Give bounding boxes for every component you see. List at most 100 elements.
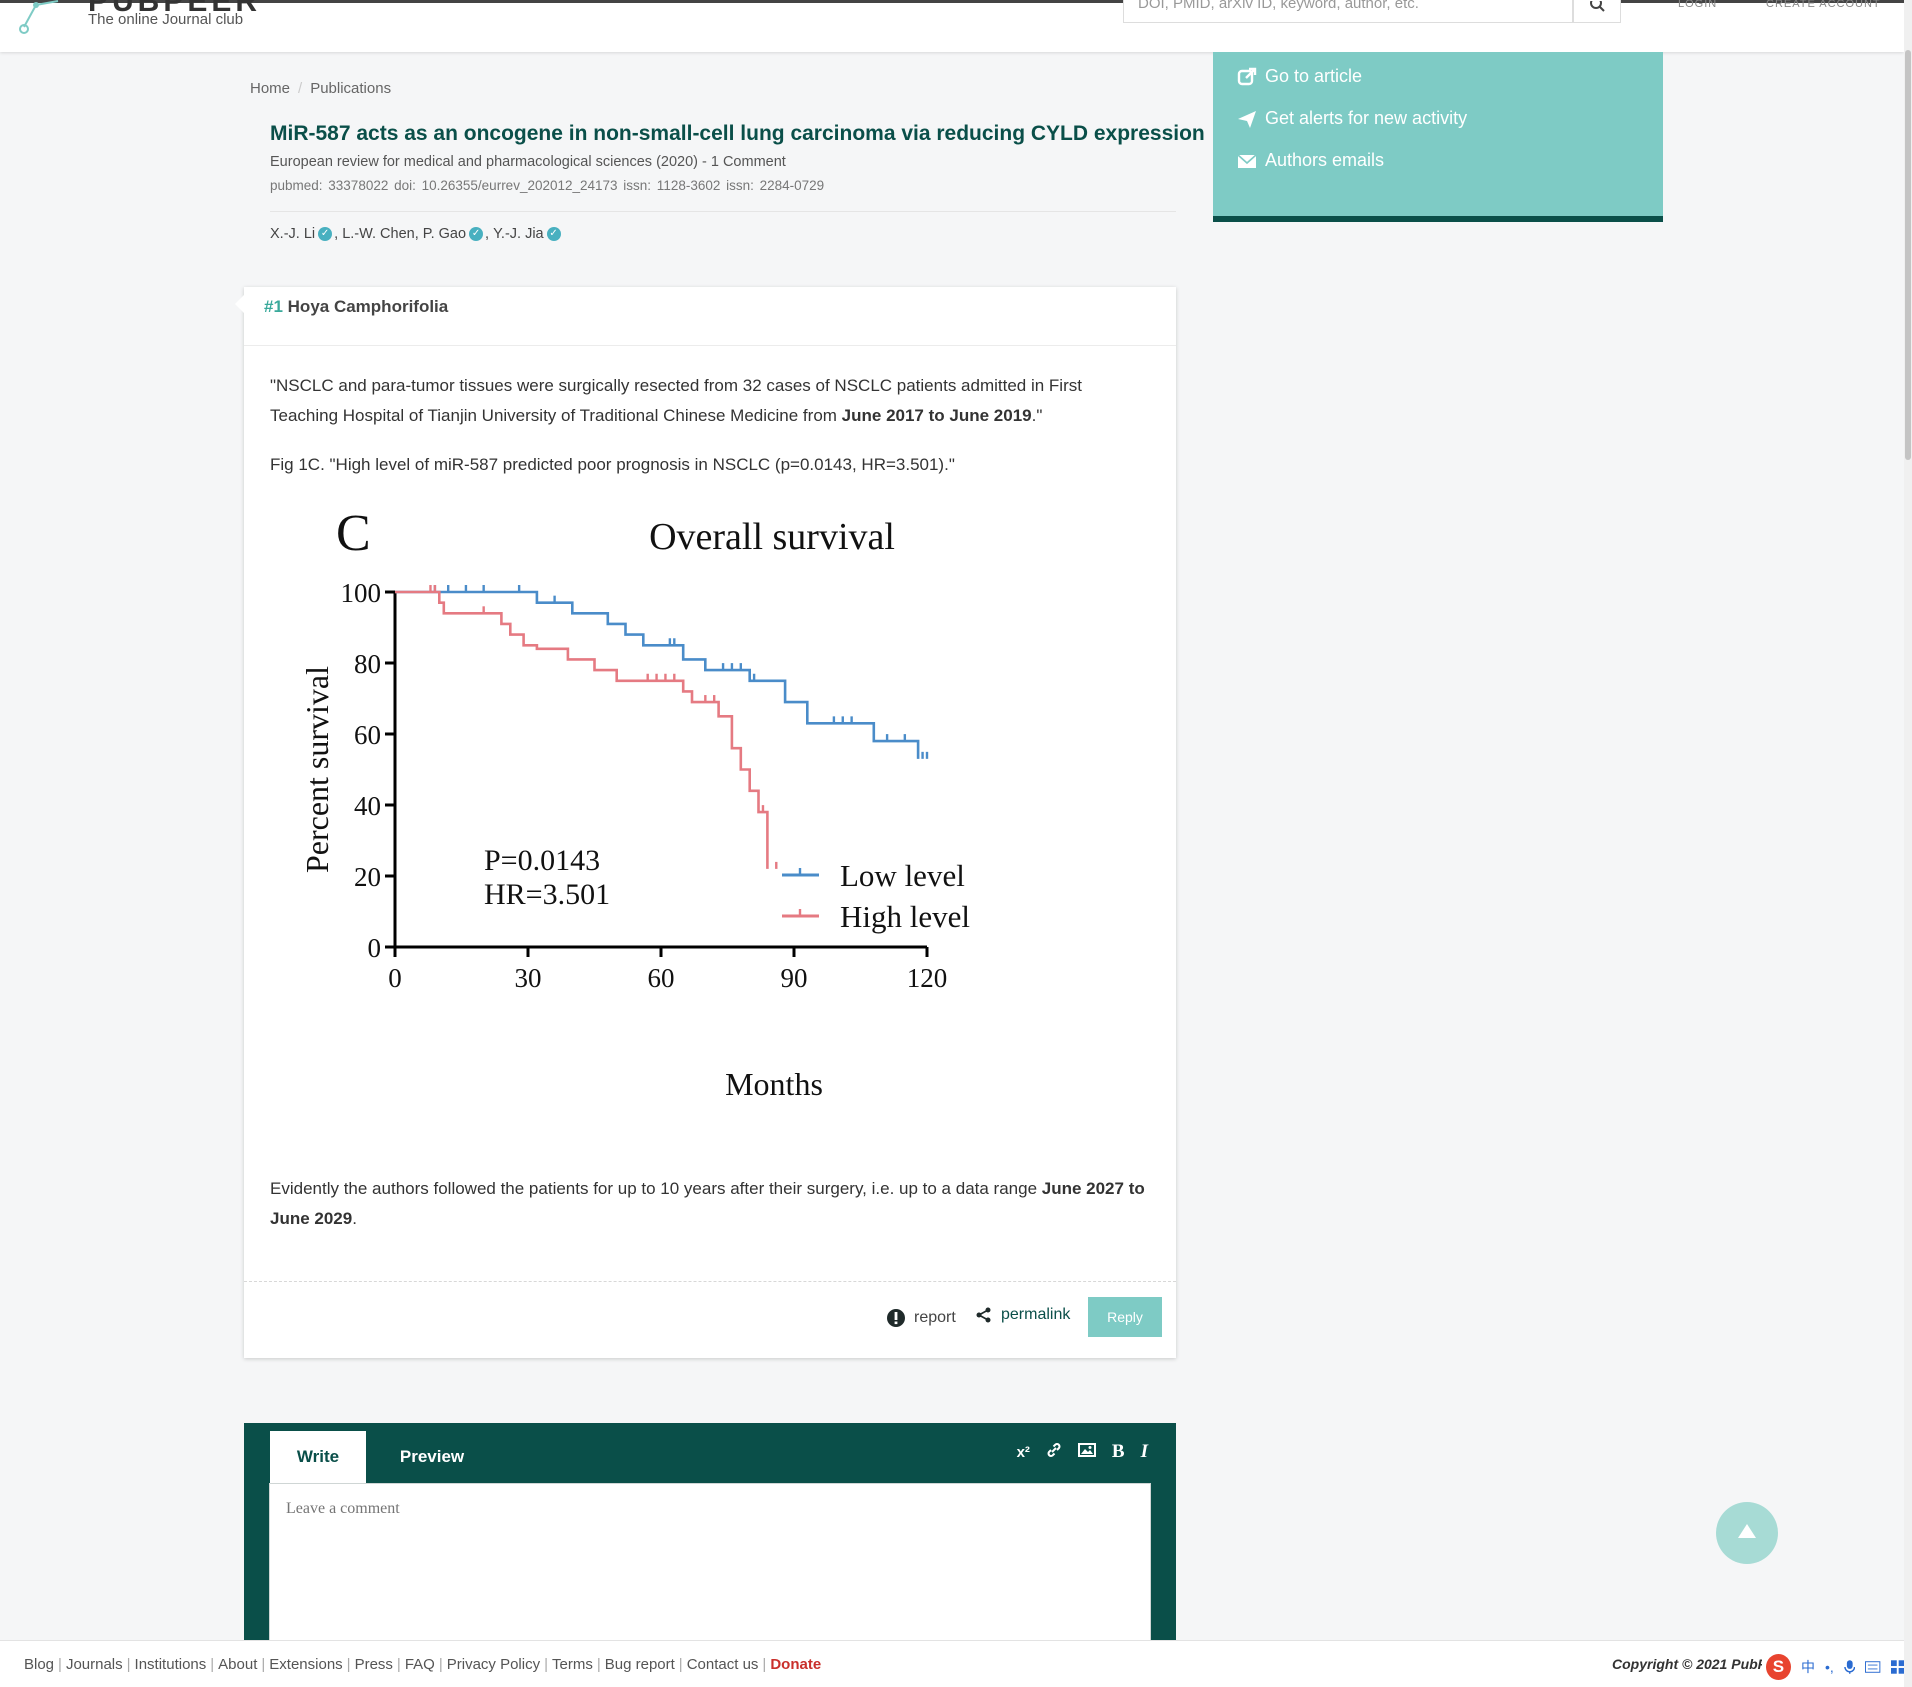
- bold-button[interactable]: B: [1111, 1441, 1125, 1462]
- search-input[interactable]: DOI, PMID, arXiv ID, keyword, author, et…: [1123, 0, 1573, 23]
- brand-name[interactable]: PUBPEER: [88, 0, 262, 18]
- footer-link-blog[interactable]: Blog: [24, 1656, 55, 1673]
- ime-punctuation-icon[interactable]: •,: [1824, 1659, 1834, 1675]
- ime-toolbar[interactable]: S 中 •,: [1762, 1652, 1904, 1682]
- footer-separator: |: [346, 1656, 351, 1673]
- footer-link-bug-report[interactable]: Bug report: [604, 1656, 675, 1673]
- go-to-article-link[interactable]: Go to article: [1237, 66, 1362, 87]
- paper-plane-icon: [1238, 110, 1256, 128]
- footer-link-donate[interactable]: Donate: [770, 1656, 822, 1673]
- microphone-icon[interactable]: [1843, 1659, 1856, 1675]
- footer-link-terms[interactable]: Terms: [552, 1656, 593, 1673]
- author-list: X.-J. Li ✓ , L.-W. Chen, P. Gao ✓ , Y.-J…: [270, 226, 563, 242]
- footer-link-extensions[interactable]: Extensions: [269, 1656, 343, 1673]
- brand-tagline: The online Journal club: [88, 11, 244, 28]
- paragraph-end: .": [1031, 406, 1043, 425]
- paragraph-end: .: [352, 1209, 357, 1228]
- annotation-line: HR=3.501: [484, 878, 610, 911]
- footer-link-faq[interactable]: FAQ: [404, 1656, 435, 1673]
- author-link[interactable]: L.-W. Chen, P. Gao: [342, 226, 467, 242]
- editor-toolbar: x² B I: [1017, 1437, 1148, 1467]
- search-button[interactable]: [1573, 0, 1621, 23]
- footer-link-institutions[interactable]: Institutions: [134, 1656, 207, 1673]
- image-button[interactable]: [1077, 1442, 1096, 1463]
- ime-logo-icon[interactable]: S: [1766, 1654, 1791, 1680]
- author-link[interactable]: X.-J. Li: [270, 226, 316, 242]
- footer-link-press[interactable]: Press: [354, 1656, 393, 1673]
- create-account-link[interactable]: CREATE ACCOUNT: [1766, 0, 1881, 8]
- comment-author: Hoya Camphorifolia: [287, 297, 449, 316]
- superscript-button[interactable]: x²: [1016, 1443, 1030, 1461]
- chart-panel-label: C: [336, 505, 371, 562]
- annotation-line: P=0.0143: [484, 844, 600, 877]
- comment-number[interactable]: #1: [264, 297, 283, 316]
- y-tick-label: 0: [368, 933, 382, 963]
- authors-emails-link[interactable]: Authors emails: [1237, 150, 1384, 171]
- chart-x-axis-label: Months: [725, 1066, 823, 1102]
- footer-link-contact-us[interactable]: Contact us: [686, 1656, 759, 1673]
- y-tick-label: 40: [354, 791, 381, 821]
- footer-link-privacy-policy[interactable]: Privacy Policy: [446, 1656, 541, 1673]
- x-tick-label: 60: [648, 963, 675, 993]
- breadcrumb-home[interactable]: Home: [250, 80, 291, 97]
- page-scrollbar[interactable]: [1904, 0, 1912, 1687]
- paragraph-bold: June 2027 to June 2029: [270, 1179, 1145, 1228]
- footer-separator: |: [210, 1656, 215, 1673]
- login-link[interactable]: LOGIN: [1678, 0, 1718, 8]
- comment-footer-divider: [244, 1281, 1176, 1282]
- x-tick-label: 120: [907, 963, 948, 993]
- publication-identifiers: pubmed: 33378022 doi: 10.26355/eurrev_20…: [270, 178, 825, 193]
- italic-button[interactable]: I: [1140, 1441, 1148, 1462]
- publication-title[interactable]: MiR-587 acts as an oncogene in non-small…: [270, 122, 1205, 145]
- back-to-top-button[interactable]: [1716, 1502, 1778, 1564]
- report-link[interactable]: report: [886, 1308, 956, 1328]
- link-button[interactable]: [1046, 1442, 1062, 1463]
- legend-label: High level: [840, 899, 970, 934]
- y-tick-label: 60: [354, 720, 381, 750]
- footer-separator: |: [58, 1656, 62, 1673]
- tab-write[interactable]: Write: [270, 1431, 366, 1483]
- ime-language-toggle[interactable]: 中: [1800, 1659, 1815, 1675]
- footer-link-journals[interactable]: Journals: [65, 1656, 123, 1673]
- footer-separator: |: [261, 1656, 266, 1673]
- publication-journal: European review for medical and pharmaco…: [270, 154, 786, 170]
- get-alerts-link[interactable]: Get alerts for new activity: [1237, 108, 1467, 129]
- footer-separator: |: [596, 1656, 601, 1673]
- article-side-panel: Go to article Get alerts for new activit…: [1213, 52, 1663, 222]
- paragraph-text: Evidently the authors followed the patie…: [270, 1179, 1042, 1198]
- permalink-link[interactable]: permalink: [975, 1306, 1070, 1324]
- chart-title: Overall survival: [649, 516, 895, 558]
- paragraph-bold: June 2017 to June 2019: [841, 406, 1032, 425]
- grid-menu-icon[interactable]: [1890, 1660, 1904, 1674]
- breadcrumb-separator: /: [298, 80, 303, 97]
- x-tick-label: 0: [388, 963, 402, 993]
- verified-check-icon: ✓: [318, 227, 333, 241]
- permalink-label: permalink: [1001, 1306, 1071, 1323]
- author-separator: ,: [485, 226, 490, 242]
- footer-links: Blog | Journals | Institutions | About | Extensi…: [24, 1656, 821, 1673]
- y-tick-label: 20: [354, 862, 381, 892]
- copyright-text: Copyright © 2021 PubPeer Foundation: [1612, 1656, 1792, 1672]
- breadcrumb-publications[interactable]: Publications: [310, 80, 392, 97]
- authors-emails-label: Authors emails: [1265, 150, 1385, 170]
- tab-preview[interactable]: Preview: [399, 1447, 465, 1466]
- footer-separator: |: [438, 1656, 443, 1673]
- footer-link-about[interactable]: About: [218, 1656, 258, 1673]
- reply-button[interactable]: Reply: [1088, 1297, 1162, 1337]
- scrollbar-thumb[interactable]: [1905, 50, 1911, 460]
- title-divider: [270, 211, 1176, 212]
- chart-legend: Low level High level: [782, 858, 970, 934]
- comment-card: #1 Hoya Camphorifolia "NSCLC and para-tu…: [235, 287, 1176, 1358]
- y-tick-label: 80: [354, 649, 381, 679]
- search-icon: [1590, 1, 1605, 12]
- comment-paragraph-2: Fig 1C. "High level of miR-587 predicted…: [270, 455, 955, 474]
- pubpeer-logo-icon[interactable]: [14, 0, 60, 37]
- author-link[interactable]: Y.-J. Jia: [493, 226, 544, 242]
- keyboard-icon[interactable]: [1865, 1661, 1881, 1673]
- author-separator: ,: [334, 226, 339, 242]
- footer-separator: |: [678, 1656, 683, 1673]
- chart-series: [395, 585, 929, 869]
- chart-y-axis-label: Percent survival: [299, 666, 335, 873]
- comment-header-divider: [244, 345, 1176, 346]
- series-line-low-level: [395, 590, 920, 759]
